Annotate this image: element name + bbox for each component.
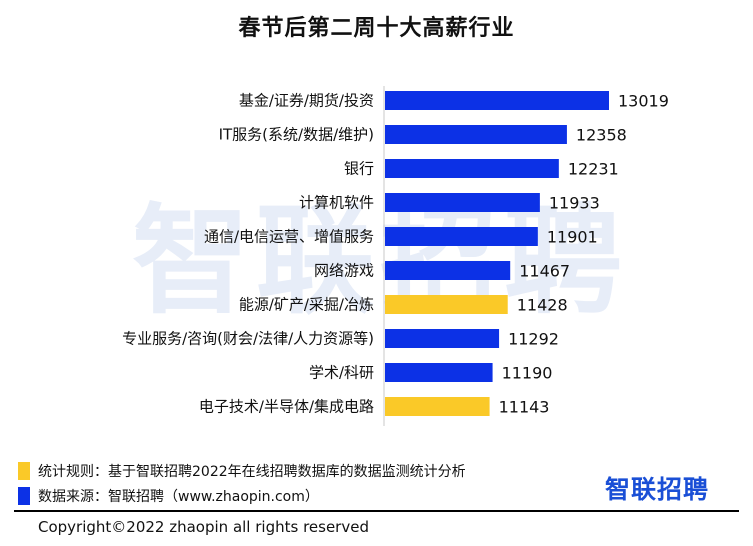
watermark: 智联招聘 [131,192,628,330]
bar [385,227,538,246]
category-label: 专业服务/咨询(财会/法律/人力资源等) [122,330,374,348]
category-label: IT服务(系统/数据/维护) [219,126,374,144]
copyright-text: Copyright©2022 zhaopin all rights reserv… [38,518,369,536]
rule-label: 统计规则：基于智联招聘2022年在线招聘数据库的数据监测统计分析 [38,464,466,480]
category-label: 计算机软件 [299,194,374,212]
category-label: 电子技术/半导体/集成电路 [199,398,374,416]
value-label: 11292 [508,330,559,349]
bar [385,397,490,416]
bar [385,125,567,144]
value-label: 11190 [502,364,553,383]
rule-legend-swatch [18,462,30,480]
category-label: 网络游戏 [314,262,374,280]
value-label: 11143 [499,398,550,417]
category-label: 基金/证券/期货/投资 [239,92,374,110]
bar [385,329,500,348]
footer-divider [14,510,739,512]
source-legend-swatch [18,487,30,505]
value-label: 12231 [568,160,619,179]
chart-title: 春节后第二周十大高薪行业 [238,16,515,41]
footer-source: 数据来源：智联招聘（www.zhaopin.com） [18,486,319,506]
footer-rule: 统计规则：基于智联招聘2022年在线招聘数据库的数据监测统计分析 [18,461,466,481]
category-label: 银行 [344,160,374,178]
bar [385,363,493,382]
brand-logo: 智联招聘 [605,475,710,504]
category-label: 能源/矿产/采掘/冶炼 [239,296,374,314]
value-label: 11901 [547,228,598,247]
bar-chart: 基金/证券/期货/投资 13019 IT服务(系统/数据/维护) 12358 银行 122… [122,86,669,426]
bar [385,261,511,280]
bar [385,295,508,314]
category-label: 学术/科研 [309,364,374,382]
value-label: 11467 [519,262,570,281]
bar [385,159,559,178]
value-label: 13019 [618,92,669,111]
bar [385,193,540,212]
source-label: 数据来源：智联招聘（www.zhaopin.com） [38,489,319,505]
value-label: 11933 [549,194,600,213]
category-label: 通信/电信运营、增值服务 [204,228,374,246]
value-label: 11428 [517,296,568,315]
bar [385,91,609,110]
value-label: 12358 [576,126,627,145]
